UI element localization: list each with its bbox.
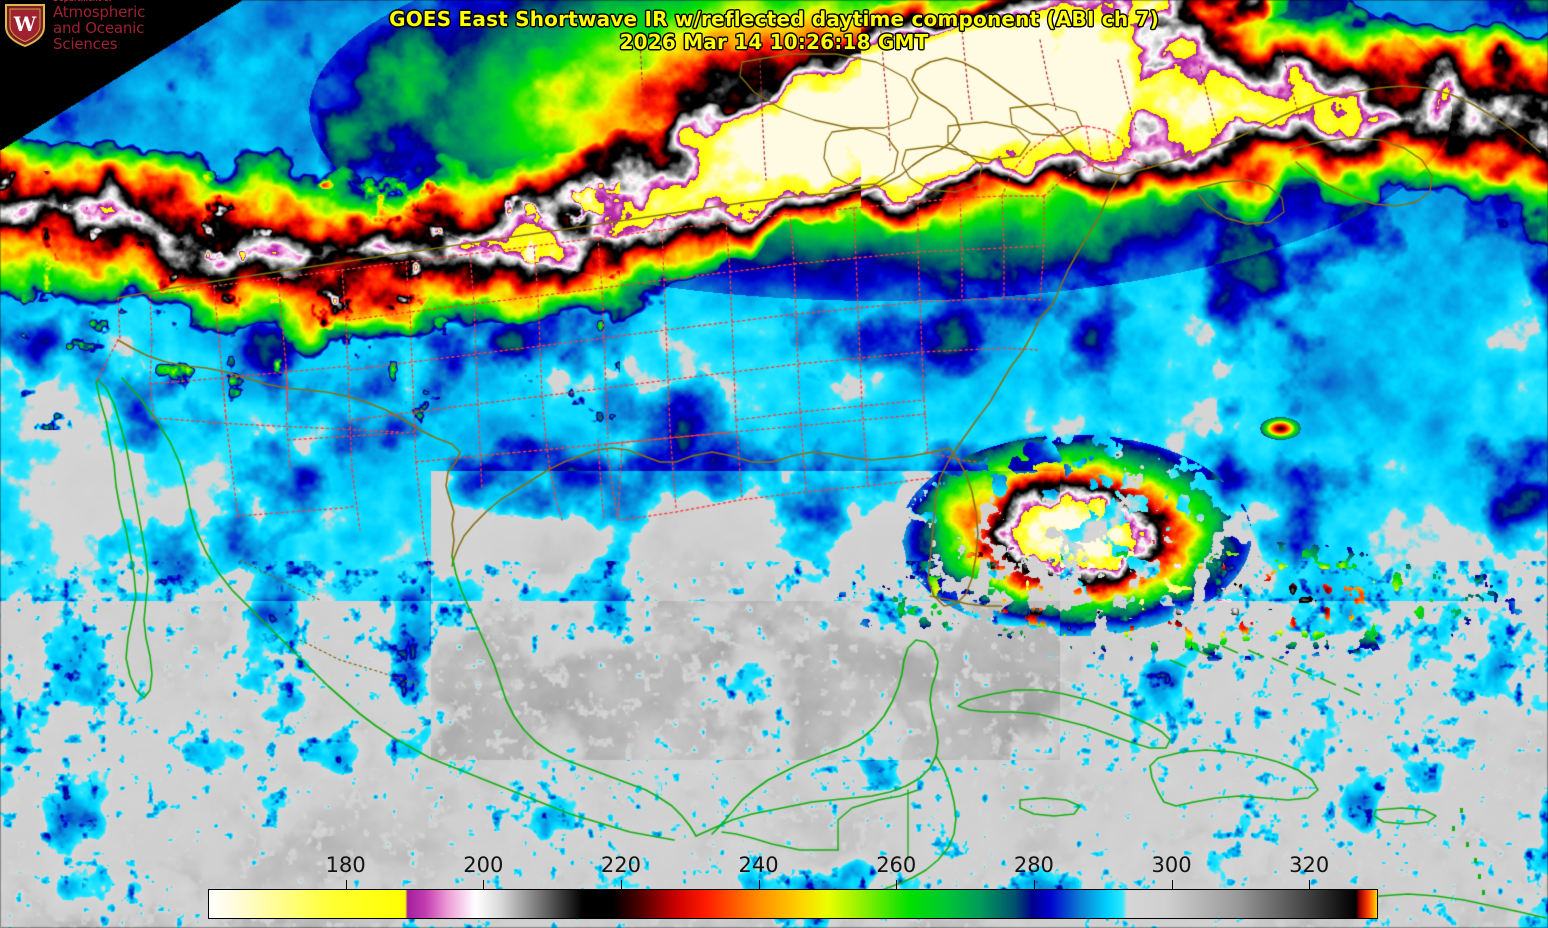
colorbar-tick <box>620 880 622 889</box>
colorbar-tick-label: 300 <box>1151 853 1192 877</box>
colorbar-tick-label: 240 <box>738 853 779 877</box>
colorbar-tick-label: 200 <box>463 853 504 877</box>
colorbar: 180 200 220 240 260 280 300 320 <box>208 853 1378 919</box>
svg-text:W: W <box>13 12 37 36</box>
colorbar-gradient-frame <box>208 889 1378 919</box>
uw-crest-icon: W <box>2 1 48 48</box>
colorbar-tick-label: 260 <box>876 853 917 877</box>
logo-department-prefix: Department of <box>53 0 158 3</box>
logo-text-block: Department of Atmospheric and Oceanic Sc… <box>53 0 158 52</box>
uw-aos-logo: W Department of Atmospheric and Oceanic … <box>0 0 158 52</box>
colorbar-tick <box>345 880 347 889</box>
colorbar-tick-label: 180 <box>325 853 366 877</box>
colorbar-tick-label: 220 <box>600 853 641 877</box>
colorbar-tick-label: 320 <box>1289 853 1330 877</box>
colorbar-tick-label: 280 <box>1013 853 1054 877</box>
colorbar-tick <box>1171 880 1173 889</box>
logo-line-1: Atmospheric <box>53 3 146 21</box>
colorbar-tick <box>483 880 485 889</box>
colorbar-tick <box>896 880 898 889</box>
colorbar-tick <box>1033 880 1035 889</box>
logo-line-2: and Oceanic Sciences <box>53 19 145 53</box>
colorbar-gradient <box>209 890 1377 918</box>
colorbar-tick <box>758 880 760 889</box>
colorbar-tick <box>1309 880 1311 889</box>
